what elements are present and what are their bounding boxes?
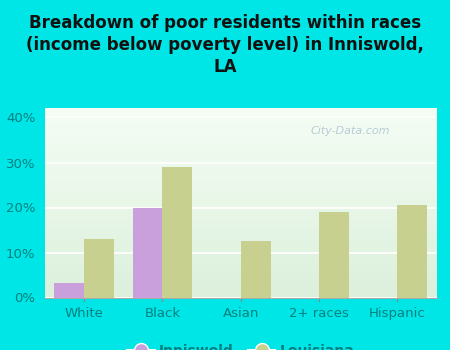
Bar <box>54 283 84 298</box>
Bar <box>84 239 114 298</box>
Bar <box>162 167 192 298</box>
Bar <box>397 205 427 298</box>
Text: City-Data.com: City-Data.com <box>310 126 390 136</box>
Legend: Inniswold, Louisiana: Inniswold, Louisiana <box>122 338 360 350</box>
Bar <box>241 241 270 298</box>
Bar <box>133 208 162 298</box>
Bar <box>319 212 349 298</box>
Text: Breakdown of poor residents within races
(income below poverty level) in Inniswo: Breakdown of poor residents within races… <box>26 14 424 76</box>
